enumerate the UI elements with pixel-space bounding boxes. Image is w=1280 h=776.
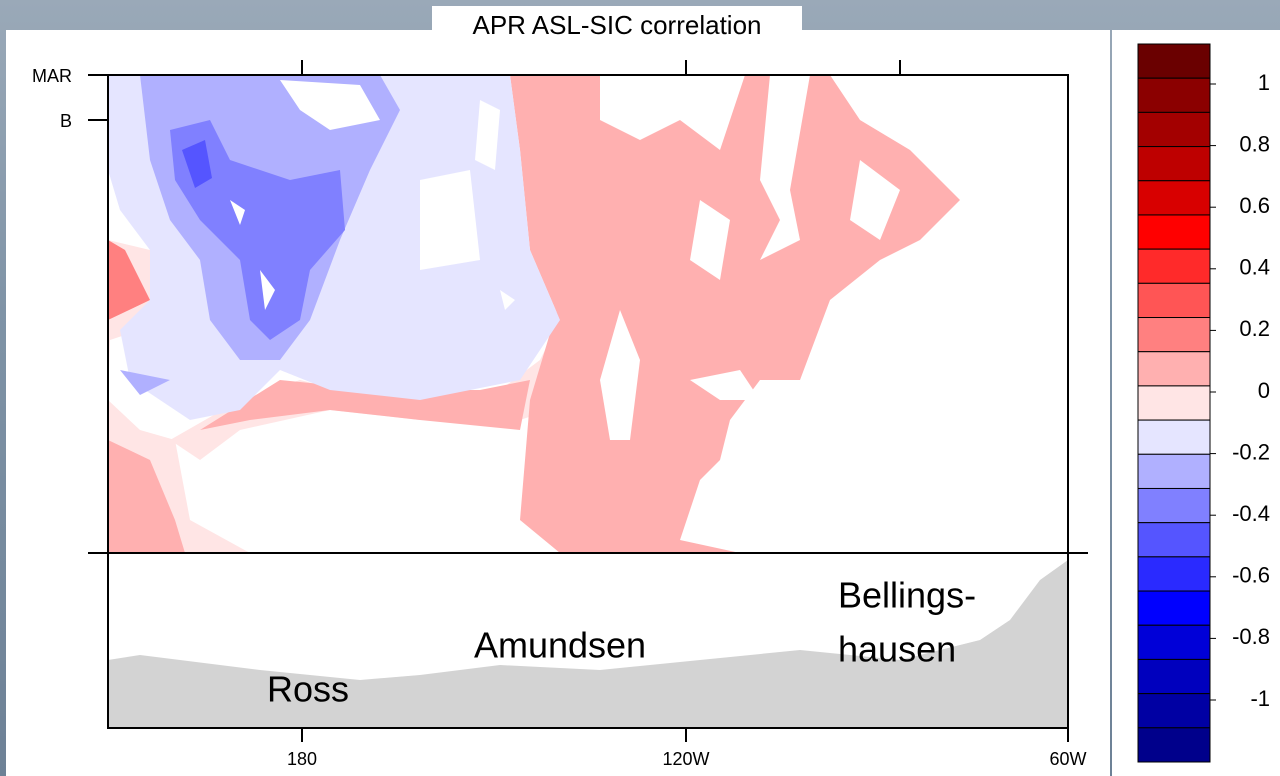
colorbar-box: [1138, 659, 1210, 693]
colorbar-box: [1138, 44, 1210, 78]
colorbar-label: 1: [1258, 70, 1270, 95]
colorbar-label: 0.4: [1239, 255, 1270, 280]
colorbar-box: [1138, 728, 1210, 762]
x-tick-label: 60W: [1049, 749, 1086, 769]
colorbar-box: [1138, 112, 1210, 146]
colorbar-label: -0.8: [1232, 624, 1270, 649]
colorbar-label: -0.6: [1232, 563, 1270, 588]
colorbar-box: [1138, 625, 1210, 659]
contours: [108, 75, 1068, 553]
colorbar-box: [1138, 694, 1210, 728]
colorbar-box: [1138, 591, 1210, 625]
colorbar-label: -1: [1250, 686, 1270, 711]
y-label: MAR: [32, 66, 72, 86]
colorbar-box: [1138, 215, 1210, 249]
colorbar-box: [1138, 249, 1210, 283]
colorbar-label: -0.2: [1232, 439, 1270, 464]
colorbar-box: [1138, 318, 1210, 352]
colorbar-box: [1138, 78, 1210, 112]
figure: APR ASL-SIC correlation MAR B 180 120W 6…: [0, 0, 1280, 776]
region-label: hausen: [838, 629, 956, 670]
colorbar-box: [1138, 147, 1210, 181]
title: APR ASL-SIC correlation: [472, 10, 761, 40]
x-tick-label: 120W: [662, 749, 709, 769]
colorbar-label: -0.4: [1232, 501, 1270, 526]
colorbar-box: [1138, 386, 1210, 420]
region-label: Ross: [267, 669, 349, 710]
colorbar-box: [1138, 454, 1210, 488]
colorbar-box: [1138, 283, 1210, 317]
colorbar-box: [1138, 181, 1210, 215]
colorbar-label: 0: [1258, 378, 1270, 403]
region-label: Amundsen: [474, 625, 646, 666]
colorbar-box: [1138, 488, 1210, 522]
colorbar-label: 0.6: [1239, 193, 1270, 218]
colorbar-box: [1138, 420, 1210, 454]
colorbar-box: [1138, 557, 1210, 591]
colorbar-label: 0.2: [1239, 316, 1270, 341]
x-tick-label: 180: [287, 749, 317, 769]
y-label: B: [60, 111, 72, 131]
page: {"title":"APR ASL-SIC correlation", "y_l…: [0, 0, 1280, 776]
colorbar-box: [1138, 352, 1210, 386]
colorbar-label: 0.8: [1239, 131, 1270, 156]
colorbar-box: [1138, 523, 1210, 557]
region-label: Bellings-: [838, 575, 976, 616]
